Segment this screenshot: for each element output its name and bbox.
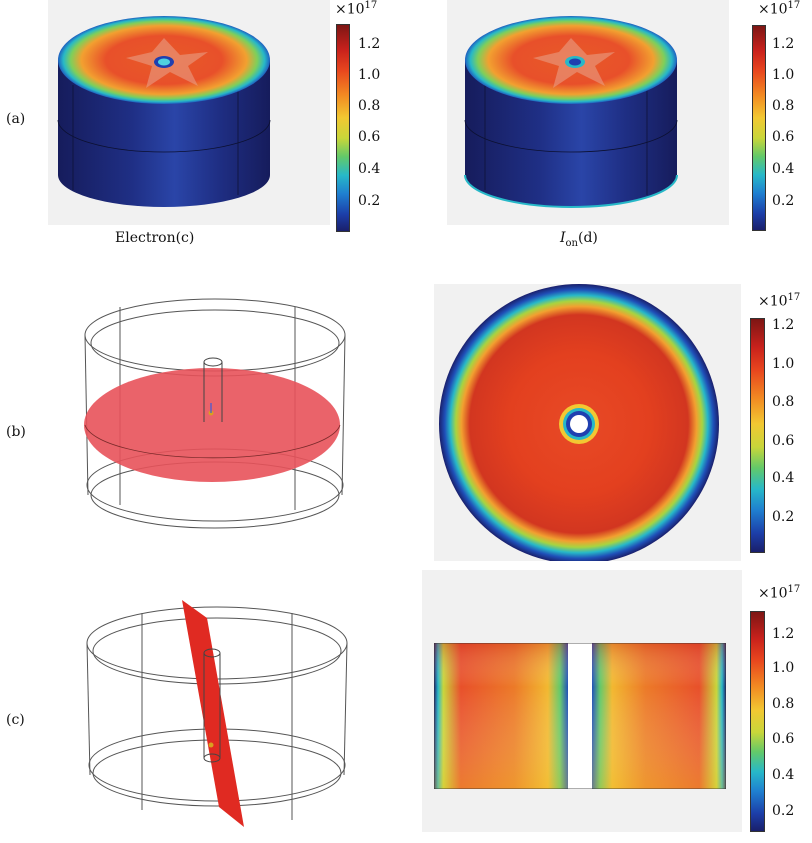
electron-cylinder-render [57, 16, 271, 207]
exponent-label-b: ×1017 [758, 292, 801, 310]
tick-a-right-2: 1.0 [772, 67, 795, 83]
tick-a-right-6: 0.2 [772, 193, 795, 209]
tick-a-right-4: 0.6 [772, 129, 795, 145]
ion-cylinder-render [464, 16, 678, 208]
tick-a-left-4: 0.6 [358, 129, 381, 145]
colorbar-a-left [336, 24, 350, 232]
tick-c-5: 0.4 [772, 767, 795, 783]
tick-a-left-2: 1.0 [358, 67, 381, 83]
tick-b-1: 1.2 [772, 317, 795, 333]
colorbar-c [750, 611, 765, 832]
tick-c-1: 1.2 [772, 626, 795, 642]
tick-c-3: 0.8 [772, 696, 795, 712]
tick-a-right-5: 0.4 [772, 161, 795, 177]
row-label-a: (a) [6, 111, 26, 127]
tick-a-left-3: 0.8 [358, 98, 381, 114]
tick-c-6: 0.2 [772, 803, 795, 819]
exponent-label-c: ×1017 [758, 584, 801, 602]
vertical-cutplane-schematic [86, 600, 348, 827]
tick-c-4: 0.6 [772, 731, 795, 747]
tick-a-right-3: 0.8 [772, 98, 795, 114]
tick-b-2: 1.0 [772, 356, 795, 372]
tick-b-6: 0.2 [772, 509, 795, 525]
horizontal-cutplane-schematic [84, 298, 346, 529]
tick-b-5: 0.4 [772, 470, 795, 486]
section-density-map [434, 643, 726, 789]
colorbar-a-right [752, 25, 766, 231]
tick-a-right-1: 1.2 [772, 36, 795, 52]
tick-a-left-1: 1.2 [358, 36, 381, 52]
colorbar-b [750, 318, 765, 553]
tick-a-left-6: 0.2 [358, 193, 381, 209]
exponent-label-a-left: ×1017 [335, 0, 378, 18]
electron-caption: Electron(c) [115, 230, 195, 246]
row-label-c: (c) [6, 712, 25, 728]
tick-a-left-5: 0.4 [358, 161, 381, 177]
tick-b-3: 0.8 [772, 394, 795, 410]
tick-b-4: 0.6 [772, 433, 795, 449]
exponent-label-a-right: ×1017 [758, 0, 801, 18]
row-label-b: (b) [6, 424, 26, 440]
tick-c-2: 1.0 [772, 660, 795, 676]
top-view-density-map [439, 284, 719, 561]
ion-caption: Ion(d) [560, 230, 598, 249]
